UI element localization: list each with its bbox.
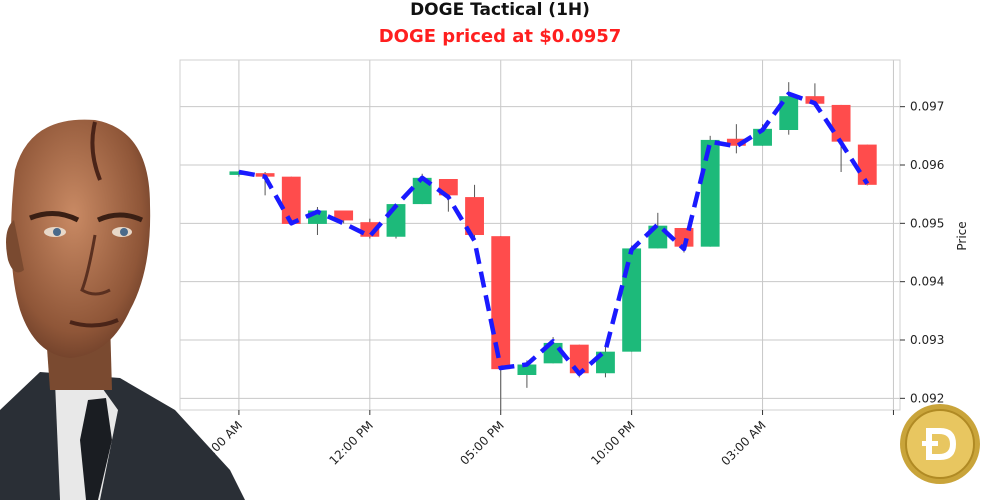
avatar-illustration (0, 119, 245, 500)
x-tick-label: 03:00 AM (718, 418, 768, 468)
candle-body (412, 177, 432, 205)
candle-body (753, 128, 772, 146)
y-tick-label: 0.096 (910, 158, 944, 172)
y-tick-label: 0.095 (910, 216, 944, 230)
x-tick-label: 05:00 PM (457, 418, 506, 467)
doge-coin-logo (900, 404, 980, 484)
x-tick-label: 10:00 PM (588, 418, 637, 467)
candle-body (465, 197, 484, 235)
candle-body (805, 96, 825, 104)
candles (229, 82, 877, 410)
candle-body (281, 176, 301, 224)
y-tick-label: 0.092 (910, 391, 944, 405)
y-tick-label: 0.097 (910, 100, 944, 114)
candle-body (779, 96, 799, 130)
y-tick-label: 0.094 (910, 275, 944, 289)
candle-body (831, 104, 851, 142)
grid (180, 60, 900, 410)
candle-body (674, 228, 694, 247)
plot-frame (179, 59, 901, 411)
candle-body (857, 144, 877, 185)
trend-line (238, 91, 870, 377)
x-axis: 07:00 AM 12:00 PM 05:00 PM 10:00 PM 03:00 AM (195, 410, 894, 468)
x-tick-label: 12:00 PM (326, 418, 375, 467)
chart-subtitle: DOGE priced at $0.0957 (378, 26, 622, 47)
y-axis-label: Price (955, 221, 969, 250)
y-tick-label: 0.093 (910, 333, 944, 347)
candle-body (334, 210, 354, 221)
y-axis: 0.092 0.093 0.094 0.095 0.096 0.097 (900, 100, 944, 405)
candle-body (517, 364, 537, 375)
chart-title: DOGE Tactical (1H) (410, 0, 590, 20)
candle-body (726, 138, 746, 146)
candle-body (491, 236, 511, 370)
candle-body (622, 248, 642, 352)
candle-body (700, 139, 720, 247)
